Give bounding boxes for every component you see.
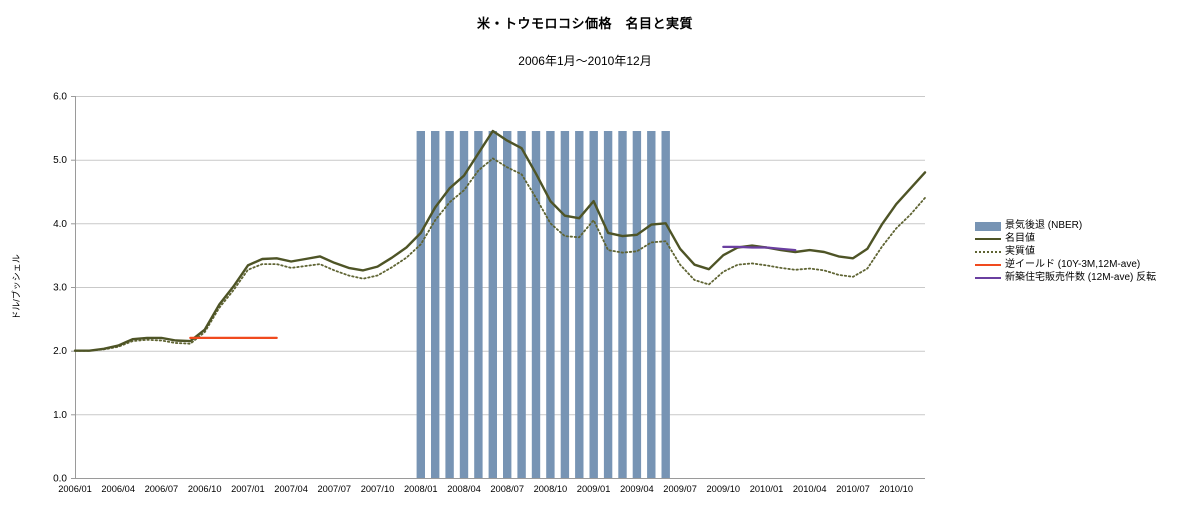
svg-text:2010/07: 2010/07 <box>836 484 870 494</box>
new-home-sales-swatch <box>975 277 1001 279</box>
legend-item-inverted-yield: 逆イールド (10Y-3M,12M-ave) <box>975 259 1156 271</box>
chart-title: 米・トウモロコシ価格 名目と実質 <box>476 16 693 31</box>
svg-text:0.0: 0.0 <box>53 474 67 485</box>
svg-text:2.0: 2.0 <box>53 346 67 357</box>
svg-text:2006/10: 2006/10 <box>188 484 222 494</box>
legend: 景気後退 (NBER) 名目値 実質値 逆イールド (10Y-3M,12M-av… <box>975 220 1156 285</box>
svg-text:2006/01: 2006/01 <box>58 484 92 494</box>
real-price-line <box>74 157 926 352</box>
nominal-line-swatch <box>975 238 1001 240</box>
new-home-sales-line <box>722 245 797 252</box>
svg-text:2008/04: 2008/04 <box>447 484 481 494</box>
axes <box>71 96 925 479</box>
legend-item-nominal: 名目値 <box>975 233 1156 245</box>
legend-label-real: 実質値 <box>1005 246 1035 257</box>
svg-text:2007/07: 2007/07 <box>317 484 351 494</box>
svg-text:2007/10: 2007/10 <box>361 484 395 494</box>
svg-text:1.0: 1.0 <box>53 410 67 421</box>
svg-text:2007/01: 2007/01 <box>231 484 265 494</box>
recession-bars <box>416 131 670 478</box>
svg-text:2009/07: 2009/07 <box>663 484 697 494</box>
y-axis-labels: 0.0 1.0 2.0 3.0 4.0 5.0 6.0 <box>53 92 67 485</box>
svg-text:2006/04: 2006/04 <box>101 484 135 494</box>
legend-item-real: 実質値 <box>975 246 1156 258</box>
legend-label-inverted-yield: 逆イールド (10Y-3M,12M-ave) <box>1005 259 1141 270</box>
nominal-price-line <box>73 129 927 352</box>
svg-text:2010/04: 2010/04 <box>793 484 827 494</box>
svg-text:4.0: 4.0 <box>53 219 67 230</box>
svg-text:2009/01: 2009/01 <box>577 484 611 494</box>
svg-text:2006/07: 2006/07 <box>145 484 179 494</box>
recession-swatch <box>975 221 1001 231</box>
svg-text:2008/01: 2008/01 <box>404 484 438 494</box>
svg-text:2008/07: 2008/07 <box>490 484 524 494</box>
svg-text:2009/10: 2009/10 <box>706 484 740 494</box>
svg-text:6.0: 6.0 <box>53 92 67 103</box>
legend-item-recession: 景気後退 (NBER) <box>975 220 1156 232</box>
svg-text:2008/10: 2008/10 <box>534 484 568 494</box>
legend-label-recession: 景気後退 (NBER) <box>1005 220 1083 231</box>
legend-item-new-home-sales: 新築住宅販売件数 (12M-ave) 反転 <box>975 272 1156 284</box>
svg-text:3.0: 3.0 <box>53 283 67 294</box>
real-line-swatch <box>975 251 1001 253</box>
legend-label-nominal: 名目値 <box>1005 233 1035 244</box>
svg-text:2010/01: 2010/01 <box>750 484 784 494</box>
inverted-yield-swatch <box>975 264 1001 266</box>
chart-subtitle: 2006年1月～2010年12月 <box>518 54 652 68</box>
svg-text:2009/04: 2009/04 <box>620 484 654 494</box>
svg-text:2010/10: 2010/10 <box>879 484 913 494</box>
x-axis-labels: 2006/01 2006/04 2006/07 2006/10 2007/01 2007/… <box>58 484 913 494</box>
svg-text:2007/04: 2007/04 <box>274 484 308 494</box>
svg-text:5.0: 5.0 <box>53 155 67 166</box>
gridlines <box>75 96 925 416</box>
legend-label-new-home-sales: 新築住宅販売件数 (12M-ave) 反転 <box>1005 272 1157 283</box>
